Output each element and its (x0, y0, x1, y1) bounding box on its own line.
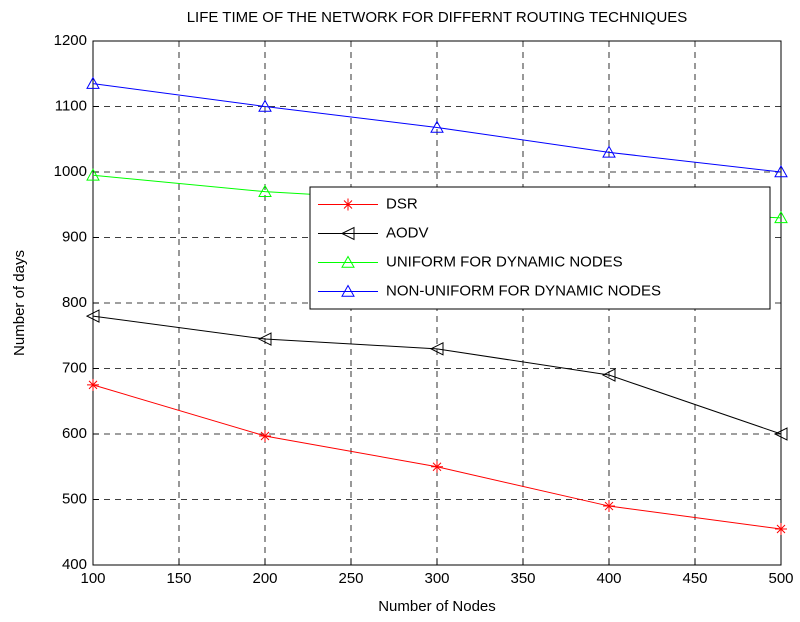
y-tick-label: 400 (62, 556, 87, 573)
data-point (85, 309, 100, 323)
legend-marker (340, 226, 355, 241)
x-axis-label: Number of Nodes (378, 598, 496, 615)
legend-marker (341, 255, 355, 268)
data-point (430, 120, 444, 133)
data-point (257, 332, 272, 346)
data-point (86, 168, 100, 181)
data-point (429, 342, 444, 356)
legend-label: DSR (386, 195, 418, 212)
y-axis-label: Number of days (11, 250, 28, 356)
data-point (602, 145, 616, 158)
y-tick-label: 1200 (54, 32, 87, 49)
chart-title: LIFE TIME OF THE NETWORK FOR DIFFERNT RO… (187, 9, 688, 26)
y-tick-label: 1000 (54, 163, 87, 180)
x-tick-label: 400 (596, 570, 621, 587)
legend-label: AODV (386, 224, 429, 241)
y-tick-label: 500 (62, 490, 87, 507)
legend-label: UNIFORM FOR DYNAMIC NODES (386, 253, 623, 270)
data-point (258, 99, 272, 112)
x-tick-label: 450 (682, 570, 707, 587)
legend-label: NON-UNIFORM FOR DYNAMIC NODES (386, 282, 661, 299)
data-point (431, 460, 443, 473)
legend-marker (341, 284, 355, 297)
x-tick-label: 200 (252, 570, 277, 587)
data-point (601, 368, 616, 382)
y-tick-label: 600 (62, 425, 87, 442)
legend-box (309, 186, 771, 310)
legend: DSR AODV UNIFORM FOR DYNAMIC NODES NON-UNIF… (309, 186, 771, 310)
x-tick-label: 100 (80, 570, 105, 587)
x-tick-label: 150 (166, 570, 191, 587)
y-tick-label: 900 (62, 228, 87, 245)
data-point (603, 500, 615, 513)
data-point (258, 184, 272, 197)
data-point (775, 522, 787, 535)
x-tick-label: 350 (510, 570, 535, 587)
data-point (86, 76, 100, 89)
data-point (773, 427, 788, 441)
data-point (774, 210, 788, 224)
data-point (259, 429, 271, 442)
y-tick-label: 700 (62, 359, 87, 376)
legend-marker (342, 198, 354, 211)
data-point (774, 164, 788, 178)
data-point (87, 378, 99, 391)
y-tick-label: 1100 (55, 97, 87, 114)
x-tick-label: 250 (338, 570, 363, 587)
series-line (92, 83, 782, 173)
x-tick-label: 500 (768, 570, 793, 587)
x-tick-label: 300 (424, 570, 449, 587)
series-line (92, 315, 782, 435)
y-tick-label: 800 (62, 294, 87, 311)
